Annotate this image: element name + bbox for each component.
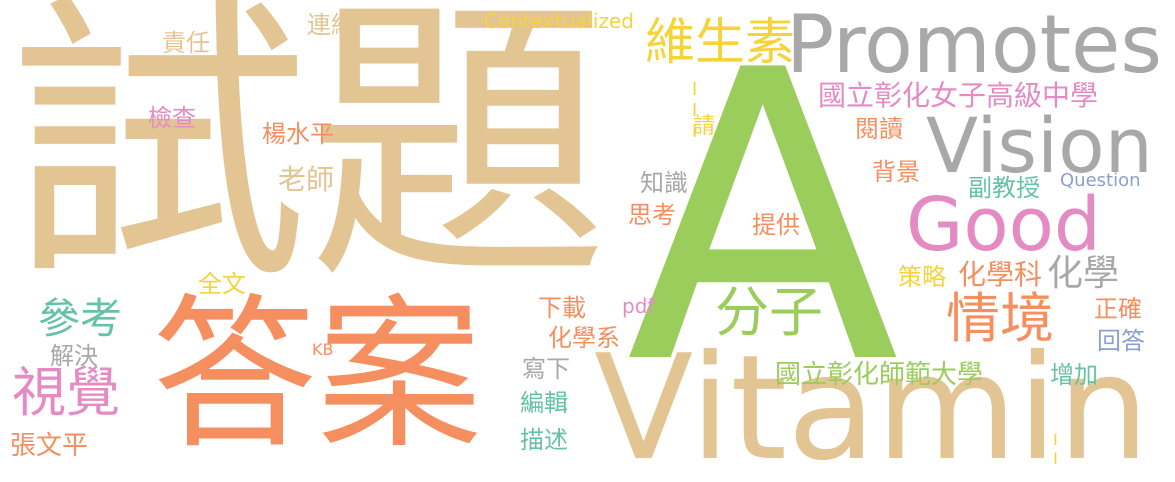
word-weishengsu: 維生素 [645,13,795,71]
word-daan: 答案 [152,279,482,471]
word-sikao: 思考 [628,201,676,229]
word-miaoshu: 描述 [520,426,568,454]
word-yuedu: 閱讀 [855,115,903,143]
word-tigong: 提供 [752,211,800,239]
word-huaxuexi: 化學系 [548,324,620,352]
word-kb: KB [312,340,334,359]
word-roman2: II [1046,430,1065,468]
word-question: Question [1060,170,1141,191]
word-promotes: Promotes [786,0,1163,91]
word-zhangwenping: 張文平 [10,431,89,461]
word-vitamin: Vitamin [594,324,1150,482]
word-huida: 回答 [1097,327,1145,355]
word-yangshuiping: 楊水平 [262,120,334,148]
word-guoli-shida: 國立彰化師範大學 [775,360,984,390]
word-beijing: 背景 [872,158,920,186]
word-qingjing: 情境 [946,287,1054,350]
word-fujiaoshou: 副教授 [968,174,1040,202]
word-zhengque: 正確 [1094,295,1142,323]
word-jiejue: 解決 [50,342,98,370]
word-xiazai: 下載 [538,294,586,322]
word-quanwen: 全文 [198,270,246,298]
word-zengjia: 增加 [1050,361,1098,389]
word-pdf: pdf [622,294,655,318]
word-roman3: III [684,79,705,142]
word-huaxue: 化學 [1047,253,1120,294]
word-contextualized: Contextualized [484,9,634,33]
word-bianji: 編輯 [520,389,568,417]
word-a: A [626,0,900,452]
word-cankao: 參考 [38,294,123,343]
word-xiexia: 寫下 [522,355,570,383]
word-huaxueke: 化學科 [958,258,1043,291]
word-shijue: 視覺 [12,361,120,424]
word-laoshi: 老師 [278,163,335,196]
word-guoli-nuzi: 國立彰化女子高級中學 [818,79,1099,112]
word-jiancha: 檢查 [148,104,196,132]
word-fenzi: 分子 [715,281,823,344]
word-shiti: 試題 [8,0,608,319]
word-qing: 請 [693,114,716,139]
word-good: Good [906,182,1101,268]
word-zhishi: 知識 [640,169,688,197]
word-zeren: 責任 [162,29,210,57]
word-celue: 策略 [898,263,946,291]
word-lianjie: 連結 [307,11,355,39]
word-vision: Vision [926,101,1153,190]
